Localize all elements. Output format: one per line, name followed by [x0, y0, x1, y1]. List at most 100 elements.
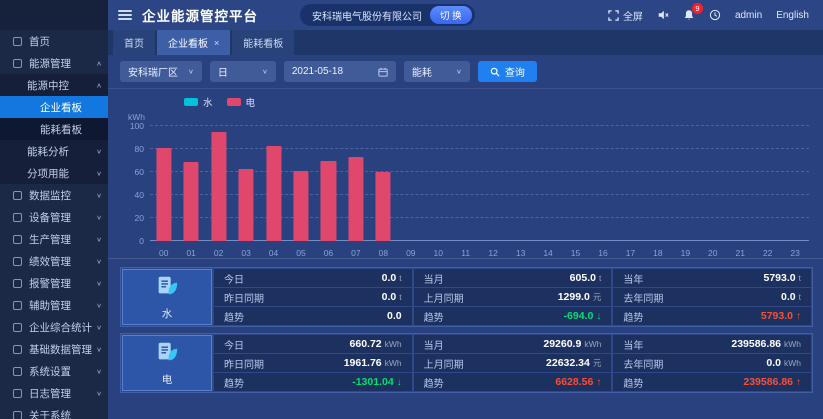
- x-axis-tick: 00: [158, 248, 169, 258]
- stat-label: 趋势: [224, 312, 244, 324]
- sidebar-item-system-settings[interactable]: 系统设置 ∨: [0, 360, 108, 382]
- sidebar-item-about-system[interactable]: 关于系统: [0, 404, 108, 419]
- sidebar-item-energy-center[interactable]: 能源中控 ∧: [0, 74, 108, 96]
- sidebar-item-data-monitor[interactable]: 数据监控 ∨: [0, 184, 108, 206]
- bell-icon: [684, 10, 694, 20]
- sidebar-item-enterprise-stats[interactable]: 企业综合统计 ∨: [0, 316, 108, 338]
- user-menu[interactable]: admin: [734, 9, 763, 21]
- close-tab-icon[interactable]: ×: [214, 37, 220, 48]
- sidebar-item-base-data-mgmt[interactable]: 基础数据管理 ∨: [0, 338, 108, 360]
- tab-enterprise-board[interactable]: 企业看板 ×: [157, 30, 231, 55]
- trend-up-icon: ↑: [796, 311, 801, 322]
- x-axis-tick: 06: [323, 248, 334, 258]
- notifications-button[interactable]: 9: [683, 3, 703, 21]
- language-switch[interactable]: English: [776, 9, 809, 21]
- sidebar-item-enterprise-board[interactable]: 企业看板: [0, 96, 108, 118]
- bar-电-02: [211, 131, 227, 241]
- water-report-icon: [154, 273, 180, 304]
- chevron-down-icon: ∨: [262, 67, 268, 76]
- sidebar-item-production-mgmt[interactable]: 生产管理 ∨: [0, 228, 108, 250]
- chevron-down-icon: ∨: [96, 367, 102, 375]
- y-axis-tick: 20: [134, 213, 144, 223]
- sidebar-item-performance-mgmt[interactable]: 绩效管理 ∨: [0, 250, 108, 272]
- x-axis-tick: 07: [351, 248, 361, 258]
- electricity-tile: 电: [122, 335, 212, 391]
- electricity-report-icon: [154, 339, 180, 370]
- stat-cell: 趋势 239586.86 ↑: [613, 373, 811, 391]
- x-axis-tick: 23: [790, 248, 800, 258]
- sidebar-item-label: 生产管理: [29, 233, 71, 246]
- bar-电-03: [238, 168, 254, 241]
- x-axis-tick: 11: [461, 248, 471, 258]
- sidebar-item-energy-analysis[interactable]: 能耗分析 ∨: [0, 140, 108, 162]
- x-axis-tick: 17: [625, 248, 636, 258]
- query-button[interactable]: 查询: [477, 61, 537, 82]
- mute-button[interactable]: [657, 9, 669, 21]
- assist-mgmt-icon: [13, 300, 22, 310]
- sidebar-item-assist-mgmt[interactable]: 辅助管理 ∨: [0, 294, 108, 316]
- legend-swatch: [184, 97, 198, 106]
- legend-item-电[interactable]: 电: [226, 95, 255, 109]
- sidebar-item-label: 能耗分析: [27, 145, 69, 158]
- sidebar-item-label: 基础数据管理: [29, 343, 92, 356]
- switch-company-button[interactable]: 切 换: [430, 6, 472, 24]
- stat-cell: 当年 5793.0 t: [613, 269, 811, 287]
- alarm-mgmt-icon: [13, 278, 22, 288]
- fullscreen-button[interactable]: 全屏: [608, 8, 643, 23]
- chevron-down-icon: ∨: [96, 235, 102, 243]
- stat-value: 0.0: [381, 272, 397, 284]
- stat-value-group: 5793.0 ↑: [761, 310, 801, 322]
- sidebar-item-subentry-energy[interactable]: 分项用能 ∨: [0, 162, 108, 184]
- stat-cell: 昨日同期 1961.76 kWh: [214, 354, 412, 372]
- sidebar-item-log-mgmt[interactable]: 日志管理 ∨: [0, 382, 108, 404]
- chevron-down-icon: ∨: [96, 147, 102, 155]
- collapse-menu-icon[interactable]: [118, 10, 132, 20]
- sidebar-item-alarm-mgmt[interactable]: 报警管理 ∨: [0, 272, 108, 294]
- stat-value-group: 1299.0 元: [558, 291, 602, 303]
- date-picker[interactable]: 2021-05-18: [283, 61, 396, 82]
- chevron-down-icon: ∨: [96, 191, 102, 199]
- stat-value-group: 5793.0 t: [764, 272, 802, 284]
- clock-icon: [709, 9, 721, 21]
- x-axis-tick: 15: [570, 248, 581, 258]
- stat-value: 0.0: [781, 291, 796, 303]
- y-axis-unit: kWh: [128, 112, 145, 122]
- stat-value: 0.0: [387, 310, 402, 322]
- tab-energy-board[interactable]: 能耗看板: [232, 30, 295, 55]
- stat-label: 去年同期: [623, 293, 664, 305]
- stat-label: 今日: [224, 340, 244, 352]
- stat-cell: 昨日同期 0.0 t: [214, 288, 412, 306]
- stat-value-group: 239586.86 ↑: [743, 376, 801, 388]
- tab-label: 企业看板: [168, 39, 208, 50]
- x-axis-tick: 20: [708, 248, 718, 258]
- production-mgmt-icon: [13, 234, 22, 244]
- x-axis-tick: 01: [186, 248, 196, 258]
- stat-value-group: 660.72 kWh: [350, 338, 402, 350]
- area-select[interactable]: 安科瑞厂区 ∨: [120, 61, 202, 82]
- metric-select[interactable]: 能耗 ∨: [403, 61, 470, 82]
- sidebar: 首页 能源管理 ∧ 能源中控 ∧ 企业看板 能耗看板 能耗分析 ∨ 分项用能 ∨ 数据监控 ∨ 设备管理 ∨…: [0, 0, 108, 419]
- legend-item-水[interactable]: 水: [184, 95, 213, 109]
- stat-label: 当年: [623, 274, 644, 286]
- tile-label: 电: [161, 374, 173, 386]
- stat-cell: 去年同期 0.0 kWh: [613, 354, 811, 372]
- tab-label: 首页: [124, 39, 144, 50]
- sidebar-item-label: 分项用能: [27, 167, 69, 180]
- sidebar-item-label: 数据监控: [29, 189, 71, 202]
- x-axis-tick: 08: [378, 248, 389, 258]
- sidebar-item-home[interactable]: 首页: [0, 30, 108, 52]
- sidebar-item-energy-board[interactable]: 能耗看板: [0, 118, 108, 140]
- sidebar-item-device-mgmt[interactable]: 设备管理 ∨: [0, 206, 108, 228]
- stat-card-water: 水今日 0.0 t 当月 605.0 t 当年 5793.0 t 昨日同期 0.0 t 上月同期 1299…: [120, 267, 813, 327]
- granularity-select[interactable]: 日 ∨: [209, 61, 276, 82]
- stat-cell: 当月 605.0 t: [413, 269, 612, 287]
- clock-button[interactable]: [709, 9, 721, 21]
- sidebar-item-label: 系统设置: [29, 365, 71, 378]
- tab-bar: 首页 企业看板 × 能耗看板: [108, 30, 823, 55]
- y-axis-tick: 80: [134, 144, 144, 154]
- stat-label: 上月同期: [423, 359, 464, 371]
- legend-label: 水: [203, 97, 213, 109]
- sidebar-item-energy-mgmt[interactable]: 能源管理 ∧: [0, 52, 108, 74]
- stat-value: 29260.9: [543, 338, 582, 350]
- tab-home[interactable]: 首页: [113, 30, 155, 55]
